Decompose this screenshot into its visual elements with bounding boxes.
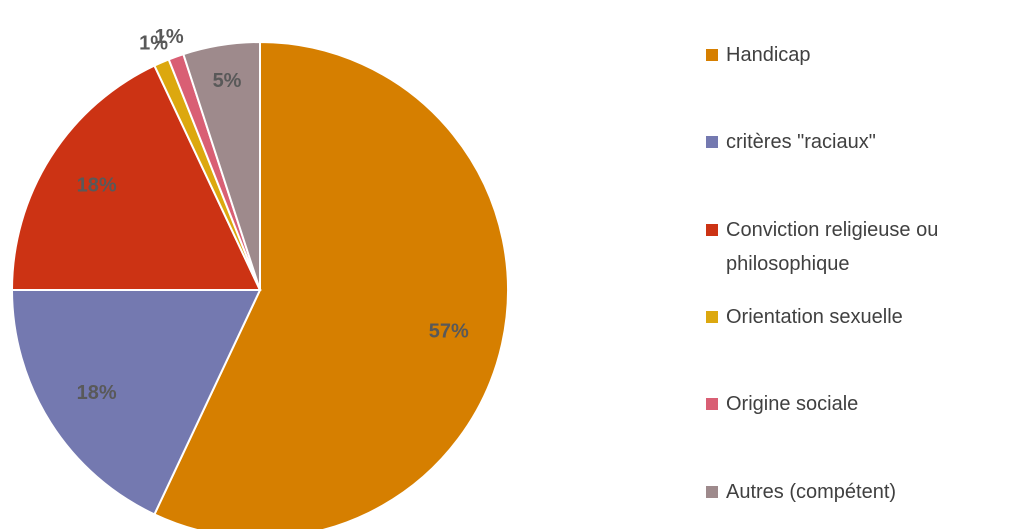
legend-swatch xyxy=(706,136,718,149)
pie-slice xyxy=(10,64,262,291)
legend-label: Autres (compétent) xyxy=(726,480,897,503)
legend-label: Origine sociale xyxy=(726,393,859,416)
legend-label: critères "raciaux" xyxy=(726,131,876,154)
chart: 57% 18% 18% 1%1% 5% xyxy=(10,26,509,529)
legend-item: critères "raciaux" xyxy=(706,125,1006,159)
legend-item: Handicap xyxy=(706,38,1006,72)
legend-item: Autres (compétent) xyxy=(706,475,1006,509)
legend-swatch xyxy=(706,49,718,61)
legend-swatch xyxy=(706,485,718,498)
data-label: 18% xyxy=(77,382,117,404)
data-label: 1% xyxy=(139,32,168,54)
pie-slice xyxy=(10,289,262,516)
legend-label: Conviction religieuse ou philosophique xyxy=(726,218,939,275)
legend-swatch xyxy=(706,223,718,236)
legend-item: Orientation sexuelle xyxy=(706,300,1006,334)
legend-swatch xyxy=(706,310,718,323)
data-label: 18% xyxy=(77,175,117,197)
data-label: 1% xyxy=(155,26,184,48)
legend-label: Handicap xyxy=(726,44,811,66)
pie-slice xyxy=(153,40,509,529)
legend-item: Origine sociale xyxy=(706,387,1006,421)
legend-swatch xyxy=(706,398,718,411)
legend-label: Orientation sexuelle xyxy=(726,305,903,328)
data-label: 57% xyxy=(429,320,469,342)
legend-item: Conviction religieuse ou philosophique xyxy=(706,213,1006,281)
pie-slice xyxy=(182,40,261,291)
data-label: 5% xyxy=(213,70,242,92)
